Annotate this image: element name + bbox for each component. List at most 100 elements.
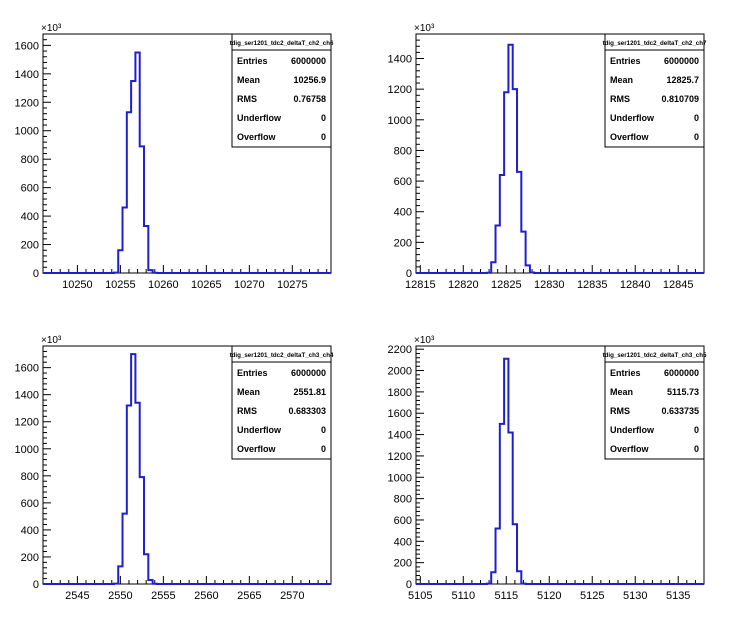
y-tick-label: 1000	[388, 115, 412, 127]
stats-box: tdig_ser1201_tdc2_deltaT_ch2_ch6 Entries 6…	[230, 33, 334, 148]
stats-label: Mean	[237, 75, 260, 85]
stats-value: 6000000	[291, 56, 326, 66]
x-tick-label: 12830	[534, 279, 565, 291]
x-tick-label: 10275	[277, 279, 308, 291]
stats-label: Overflow	[610, 132, 650, 142]
stats-value: 0.683303	[288, 406, 326, 416]
y-tick-label: 200	[21, 240, 39, 252]
stats-value: 0	[321, 132, 326, 142]
stats-value: 0	[694, 113, 699, 123]
stats-label: Overflow	[237, 132, 277, 142]
y-tick-label: 800	[21, 471, 39, 483]
y-tick-label: 0	[33, 579, 39, 591]
stats-value: 0	[321, 113, 326, 123]
stats-label: Entries	[237, 56, 268, 66]
y-tick-label: 600	[21, 498, 39, 510]
histogram-title: tdig_ser1201_tdc2_deltaT_ch3_ch5	[603, 352, 707, 359]
stats-value: 0	[694, 444, 699, 454]
stats-box: tdig_ser1201_tdc2_deltaT_ch3_ch4 Entries 6…	[230, 345, 334, 460]
stats-label: Underflow	[237, 113, 282, 123]
stats-value: 0	[694, 425, 699, 435]
y-tick-label: 1400	[388, 54, 412, 66]
x-tick-label: 5115	[494, 590, 518, 602]
x-tick-label: 5120	[537, 590, 561, 602]
y-tick-label: 200	[394, 237, 412, 249]
x-tick-label: 12825	[491, 279, 522, 291]
stats-label: RMS	[610, 406, 630, 416]
stats-value: 12825.7	[666, 75, 699, 85]
y-axis-exponent: ×10³	[41, 23, 62, 34]
y-tick-label: 1400	[15, 390, 39, 402]
x-tick-label: 2560	[194, 590, 218, 602]
stats-value: 6000000	[664, 368, 699, 378]
x-tick-label: 10260	[148, 279, 179, 291]
y-tick-label: 1200	[388, 451, 412, 463]
histogram-series	[416, 357, 704, 585]
stats-label: Overflow	[610, 444, 650, 454]
histogram-panel-2: ×10³ 0 200 400 600 800 1000 1200 1400 12815 12820 1…	[388, 23, 707, 291]
x-tick-label: 10270	[234, 279, 265, 291]
y-tick-label: 400	[21, 211, 39, 223]
stats-value: 0.810709	[661, 94, 699, 104]
stats-value: 6000000	[291, 368, 326, 378]
y-tick-label: 2000	[388, 366, 412, 378]
y-tick-label: 200	[394, 558, 412, 570]
stats-value: 10256.9	[293, 75, 326, 85]
y-tick-label: 600	[394, 515, 412, 527]
stats-box: tdig_ser1201_tdc2_deltaT_ch2_ch7 Entries 6…	[603, 33, 707, 148]
x-tick-label: 2555	[151, 590, 175, 602]
stats-frame	[231, 33, 332, 148]
y-tick-label: 1600	[388, 408, 412, 420]
y-axis-exponent: ×10³	[414, 23, 435, 34]
y-tick-label: 2200	[388, 344, 412, 356]
stats-label: Entries	[610, 56, 641, 66]
y-tick-label: 400	[21, 525, 39, 537]
histogram-panel-4: ×10³ 0 200 400 600 800 1000 1200 1400 1600 1800 200…	[388, 335, 707, 602]
stats-label: Entries	[237, 368, 268, 378]
x-tick-label: 5125	[580, 590, 604, 602]
x-tick-label: 5105	[408, 590, 432, 602]
x-tick-label: 2565	[237, 590, 261, 602]
stats-label: Underflow	[610, 113, 655, 123]
y-tick-label: 1200	[15, 97, 39, 109]
y-tick-label: 1200	[388, 84, 412, 96]
y-tick-label: 1000	[15, 444, 39, 456]
y-tick-label: 0	[406, 579, 412, 591]
x-tick-label: 12815	[405, 279, 436, 291]
stats-label: Underflow	[610, 425, 655, 435]
x-tick-label: 12845	[663, 279, 694, 291]
y-tick-label: 800	[21, 154, 39, 166]
y-tick-label: 200	[21, 552, 39, 564]
stats-label: Entries	[610, 368, 641, 378]
y-tick-label: 1400	[15, 69, 39, 81]
x-tick-label: 10255	[105, 279, 136, 291]
stats-frame	[604, 33, 705, 148]
x-tick-label: 12835	[577, 279, 608, 291]
stats-label: Underflow	[237, 425, 282, 435]
y-tick-label: 400	[394, 536, 412, 548]
stats-value: 0.633735	[661, 406, 699, 416]
stats-value: 2551.81	[293, 387, 326, 397]
y-tick-label: 1600	[15, 363, 39, 375]
y-tick-label: 1200	[15, 417, 39, 429]
stats-frame	[231, 345, 332, 460]
stats-box: tdig_ser1201_tdc2_deltaT_ch3_ch5 Entries 6…	[603, 345, 707, 460]
stats-value: 0	[321, 425, 326, 435]
y-axis-exponent: ×10³	[414, 335, 435, 346]
stats-value: 6000000	[664, 56, 699, 66]
y-tick-label: 1000	[15, 126, 39, 138]
histogram-panel-3: ×10³ 0 200 400 600 800 1000 1200 1400 1600 2545 255…	[15, 335, 334, 602]
stats-label: Mean	[237, 387, 260, 397]
x-tick-label: 5135	[666, 590, 690, 602]
stats-value: 0	[694, 132, 699, 142]
y-tick-label: 600	[394, 176, 412, 188]
stats-label: RMS	[237, 406, 257, 416]
histogram-title: tdig_ser1201_tdc2_deltaT_ch2_ch7	[603, 40, 707, 47]
stats-label: Mean	[610, 387, 633, 397]
x-tick-label: 5110	[451, 590, 475, 602]
y-tick-label: 0	[406, 268, 412, 280]
y-tick-label: 800	[394, 494, 412, 506]
histogram-title: tdig_ser1201_tdc2_deltaT_ch2_ch6	[230, 40, 334, 47]
y-tick-label: 1000	[388, 472, 412, 484]
